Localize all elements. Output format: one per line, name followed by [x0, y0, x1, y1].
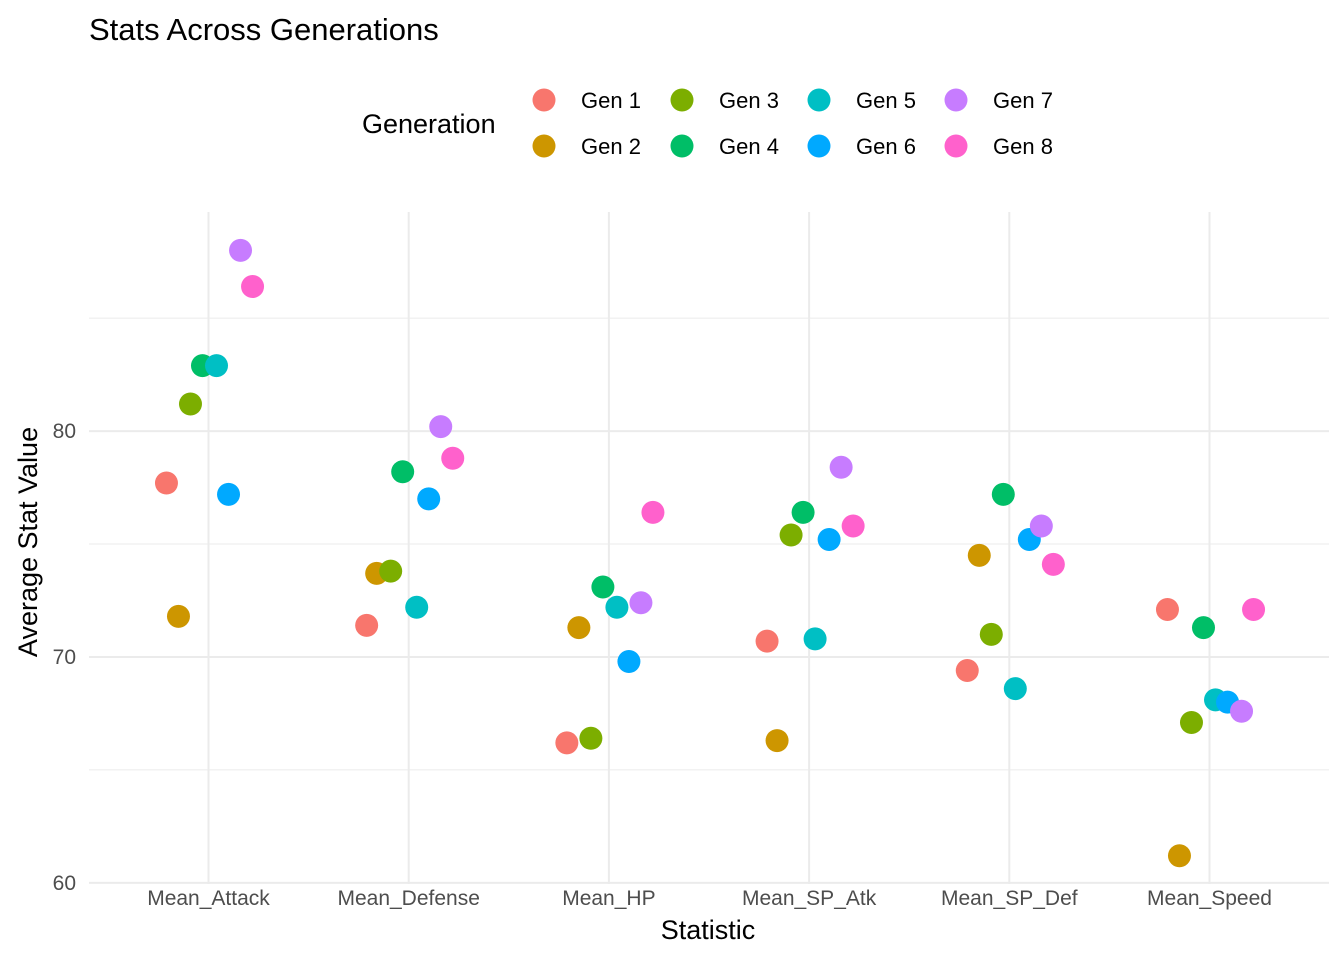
- data-point: [441, 446, 465, 470]
- x-tick-label: Mean_Defense: [337, 887, 479, 910]
- legend-label: Gen 4: [719, 134, 779, 159]
- data-point: [379, 559, 403, 583]
- x-tick-label: Mean_Attack: [147, 887, 270, 910]
- data-point: [591, 575, 615, 599]
- x-axis-ticks: Mean_Attack Mean_Defense Mean_HP Mean_SP_At…: [147, 887, 1272, 910]
- data-point: [391, 460, 415, 484]
- y-tick-label: 80: [53, 420, 76, 443]
- data-point: [1029, 514, 1053, 538]
- data-point: [967, 543, 991, 567]
- legend-key: [532, 88, 556, 112]
- data-point: [955, 659, 979, 683]
- legend-key: [670, 88, 694, 112]
- data-point: [1167, 844, 1191, 868]
- data-point: [803, 627, 827, 651]
- data-point: [1191, 616, 1215, 640]
- data-point: [779, 523, 803, 547]
- legend-label: Gen 2: [581, 134, 641, 159]
- data-point: [1242, 598, 1266, 622]
- legend-label: Gen 6: [856, 134, 916, 159]
- data-point: [154, 471, 178, 495]
- legend-key: [670, 134, 694, 158]
- data-point: [755, 629, 779, 653]
- data-point: [765, 729, 789, 753]
- data-point: [405, 595, 429, 619]
- legend-label: Gen 5: [856, 88, 916, 113]
- data-point: [979, 622, 1003, 646]
- data-point: [417, 487, 441, 511]
- data-point: [841, 514, 865, 538]
- legend-label: Gen 8: [993, 134, 1053, 159]
- data-point: [217, 482, 241, 506]
- data-point: [579, 726, 603, 750]
- x-axis-title: Statistic: [661, 915, 756, 945]
- y-axis-title: Average Stat Value: [13, 427, 43, 657]
- y-tick-label: 70: [53, 646, 76, 669]
- data-point: [355, 613, 379, 637]
- data-point: [1155, 598, 1179, 622]
- data-point: [241, 275, 265, 299]
- x-tick-label: Mean_SP_Def: [941, 887, 1078, 910]
- legend-key: [807, 88, 831, 112]
- data-point: [1230, 699, 1254, 723]
- chart-title: Stats Across Generations: [89, 12, 439, 47]
- data-point: [605, 595, 629, 619]
- data-point: [429, 415, 453, 439]
- legend-label: Gen 3: [719, 88, 779, 113]
- data-point: [817, 528, 841, 552]
- data-point: [229, 238, 253, 262]
- x-tick-label: Mean_HP: [562, 887, 655, 910]
- legend-label: Gen 7: [993, 88, 1053, 113]
- legend: Generation Gen 1 Gen 2 Gen 3 Gen 4 Gen 5 Gen …: [362, 88, 1053, 159]
- data-point: [205, 354, 229, 378]
- data-point: [166, 604, 190, 628]
- data-points: [154, 238, 1266, 868]
- data-point: [791, 500, 815, 524]
- data-point: [829, 455, 853, 479]
- data-point: [641, 500, 665, 524]
- grid: [89, 212, 1329, 884]
- x-tick-label: Mean_Speed: [1147, 887, 1272, 910]
- legend-key: [532, 134, 556, 158]
- data-point: [1041, 552, 1065, 576]
- data-point: [555, 731, 579, 755]
- legend-key: [807, 134, 831, 158]
- data-point: [1003, 677, 1027, 701]
- data-point: [567, 616, 591, 640]
- legend-title: Generation: [362, 109, 496, 139]
- legend-key: [944, 134, 968, 158]
- data-point: [617, 650, 641, 674]
- data-point: [991, 482, 1015, 506]
- x-tick-label: Mean_SP_Atk: [742, 887, 877, 910]
- data-point: [629, 591, 653, 615]
- legend-label: Gen 1: [581, 88, 641, 113]
- data-point: [1179, 710, 1203, 734]
- legend-key: [944, 88, 968, 112]
- data-point: [178, 392, 202, 416]
- y-tick-label: 60: [53, 872, 76, 895]
- y-axis-ticks: 60 70 80: [53, 420, 76, 895]
